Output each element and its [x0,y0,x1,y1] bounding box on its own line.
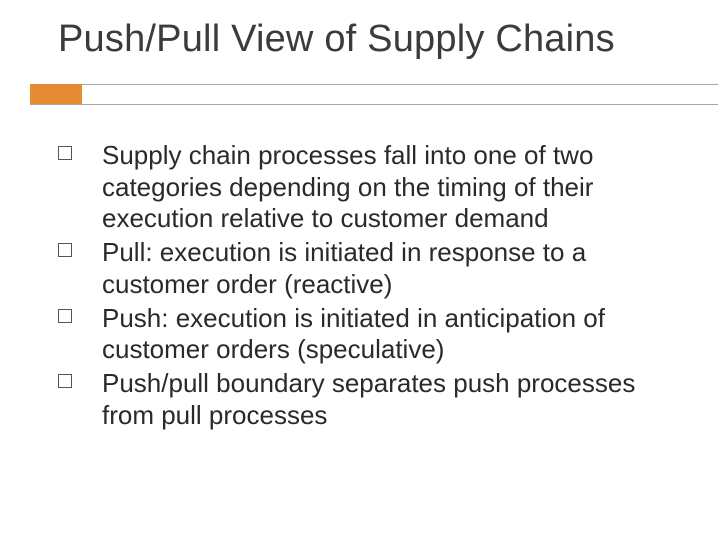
square-bullet-icon [58,146,72,160]
slide: Push/Pull View of Supply Chains Supply c… [0,0,720,540]
bullet-text: Push/pull boundary separates push proces… [102,368,635,430]
list-item: Push/pull boundary separates push proces… [58,368,670,431]
bullet-text: Supply chain processes fall into one of … [102,140,593,233]
list-item: Push: execution is initiated in anticipa… [58,303,670,366]
accent-bar [30,84,82,104]
page-title: Push/Pull View of Supply Chains [58,18,720,61]
square-bullet-icon [58,309,72,323]
separator-line-top [30,84,718,85]
square-bullet-icon [58,374,72,388]
title-region: Push/Pull View of Supply Chains [0,0,720,61]
separator-line-bottom [30,104,718,105]
bullet-list: Supply chain processes fall into one of … [58,140,670,431]
square-bullet-icon [58,243,72,257]
list-item: Pull: execution is initiated in response… [58,237,670,300]
content-region: Supply chain processes fall into one of … [58,140,670,433]
list-item: Supply chain processes fall into one of … [58,140,670,235]
bullet-text: Pull: execution is initiated in response… [102,237,586,299]
bullet-text: Push: execution is initiated in anticipa… [102,303,605,365]
